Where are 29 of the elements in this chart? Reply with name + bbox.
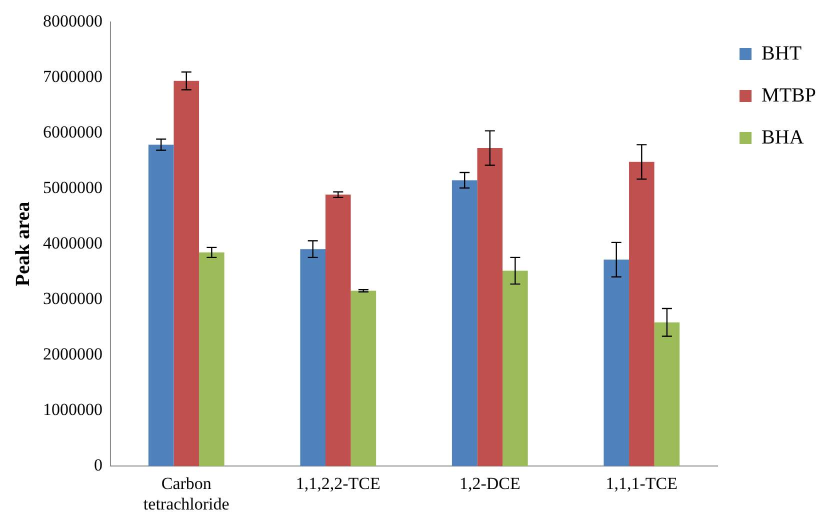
bar [148,144,174,466]
x-tick-label: Carbon tetrachloride [143,474,230,514]
bar [629,162,654,466]
y-tick-label: 6000000 [43,122,102,142]
y-tick-label: 1000000 [43,400,102,420]
y-axis-title: Peak area [12,202,34,286]
y-tick-label: 5000000 [43,178,102,198]
bar [477,148,503,466]
x-tick-label: 1,1,1-TCE [606,474,678,493]
x-tick-label: 1,1,2,2-TCE [296,474,380,493]
legend-label: BHA [762,126,804,148]
bar [300,249,326,466]
bar [604,260,630,466]
bar [350,290,376,466]
bar [654,322,680,466]
bar [502,270,528,466]
x-tick-label: 1,2-DCE [459,474,520,493]
y-tick-label: 8000000 [43,11,102,30]
legend-label: BHT [762,42,802,64]
y-tick-label: 3000000 [43,289,102,308]
y-tick-label: 7000000 [43,66,102,86]
y-tick-label: 2000000 [43,344,102,364]
y-tick-label: 0 [94,456,102,475]
bar [174,80,200,466]
bar [325,194,351,466]
legend-label: MTBP [762,84,816,106]
bar [452,180,478,466]
y-tick-label: 4000000 [43,234,102,253]
bar [199,252,224,466]
